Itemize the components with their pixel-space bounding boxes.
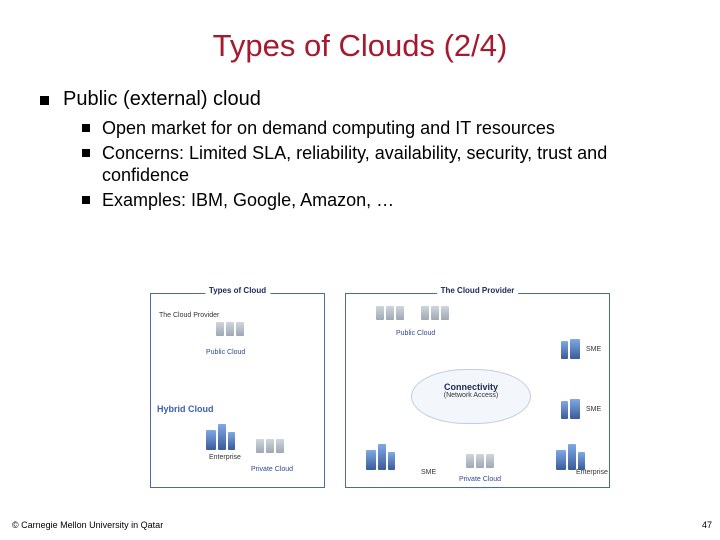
- private-cloud-left: Private Cloud: [251, 466, 293, 473]
- label-hybrid-cloud: Hybrid Cloud: [157, 404, 214, 414]
- building-icon: [556, 444, 585, 470]
- bullet-l2-text: Examples: IBM, Google, Amazon, …: [102, 189, 394, 212]
- label-cloud-provider: The Cloud Provider: [159, 312, 219, 319]
- page-number: 47: [702, 520, 712, 530]
- bullet-l2-text: Concerns: Limited SLA, reliability, avai…: [102, 142, 662, 187]
- bullet-level-2: Concerns: Limited SLA, reliability, avai…: [82, 142, 720, 187]
- right-panel: The Cloud Provider Public Cloud Connecti…: [345, 293, 610, 488]
- bullet-marker: [82, 196, 90, 204]
- bullet-level-2: Examples: IBM, Google, Amazon, …: [82, 189, 720, 212]
- connectivity-cloud: Connectivity (Network Access): [411, 369, 531, 424]
- private-cloud-right: Private Cloud: [459, 476, 501, 483]
- building-icon: [366, 444, 395, 470]
- cloud-types-diagram: Types of Cloud The Cloud Provider Public…: [150, 285, 620, 500]
- slide-title: Types of Clouds (2/4): [70, 0, 650, 88]
- servers-icon: [376, 306, 404, 320]
- label-sme: SME: [586, 406, 601, 413]
- bullet-level-1: Public (external) cloud: [40, 88, 720, 111]
- label-enterprise-left: Enterprise: [209, 454, 241, 461]
- public-cloud-right: Public Cloud: [396, 330, 435, 337]
- left-panel: Types of Cloud The Cloud Provider Public…: [150, 293, 325, 488]
- building-icon: [561, 399, 580, 419]
- bullet-level-2: Open market for on demand computing and …: [82, 117, 720, 140]
- building-icon: [561, 339, 580, 359]
- bullet-marker: [40, 96, 49, 105]
- left-panel-title: Types of Cloud: [205, 286, 270, 295]
- right-panel-title: The Cloud Provider: [437, 286, 519, 295]
- bullet-marker: [82, 124, 90, 132]
- building-icon: [206, 424, 235, 450]
- servers-icon: [466, 454, 494, 468]
- label-enterprise-right: Enterprise: [576, 469, 608, 476]
- public-cloud-left: Public Cloud: [206, 349, 245, 356]
- connectivity-sub: (Network Access): [412, 392, 530, 399]
- footer-copyright: © Carnegie Mellon University in Qatar: [12, 520, 163, 530]
- servers-icon: [216, 322, 244, 336]
- label-sme: SME: [421, 469, 436, 476]
- bullet-marker: [82, 149, 90, 157]
- bullet-l1-text: Public (external) cloud: [63, 88, 261, 111]
- bullet-l2-text: Open market for on demand computing and …: [102, 117, 555, 140]
- label-sme: SME: [586, 346, 601, 353]
- servers-icon: [256, 439, 284, 453]
- connectivity-title: Connectivity: [412, 382, 530, 392]
- servers-icon: [421, 306, 449, 320]
